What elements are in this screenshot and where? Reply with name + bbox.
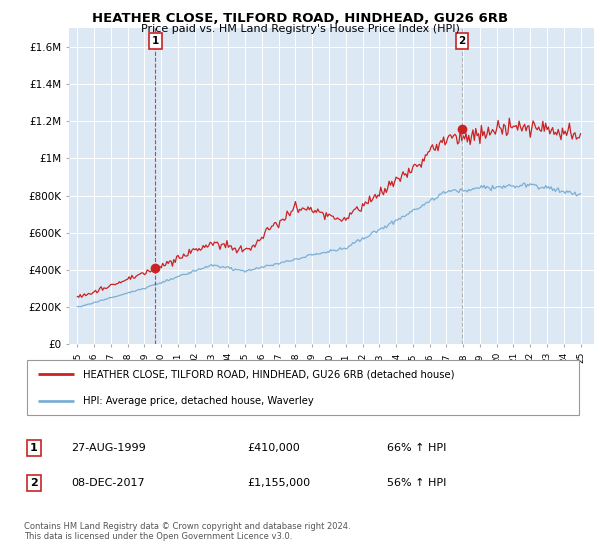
Text: 1: 1 — [152, 36, 159, 46]
Text: 56% ↑ HPI: 56% ↑ HPI — [387, 478, 446, 488]
Text: 08-DEC-2017: 08-DEC-2017 — [71, 478, 145, 488]
Text: HEATHER CLOSE, TILFORD ROAD, HINDHEAD, GU26 6RB (detached house): HEATHER CLOSE, TILFORD ROAD, HINDHEAD, G… — [83, 369, 454, 379]
FancyBboxPatch shape — [27, 360, 579, 416]
Text: £1,155,000: £1,155,000 — [247, 478, 310, 488]
Text: 27-AUG-1999: 27-AUG-1999 — [71, 443, 146, 453]
Text: 2: 2 — [458, 36, 466, 46]
Text: 2: 2 — [30, 478, 38, 488]
Text: £410,000: £410,000 — [247, 443, 300, 453]
Text: Contains HM Land Registry data © Crown copyright and database right 2024.
This d: Contains HM Land Registry data © Crown c… — [24, 522, 350, 542]
Text: HEATHER CLOSE, TILFORD ROAD, HINDHEAD, GU26 6RB: HEATHER CLOSE, TILFORD ROAD, HINDHEAD, G… — [92, 12, 508, 25]
Text: 66% ↑ HPI: 66% ↑ HPI — [387, 443, 446, 453]
Text: 1: 1 — [30, 443, 38, 453]
Text: HPI: Average price, detached house, Waverley: HPI: Average price, detached house, Wave… — [83, 396, 313, 407]
Text: Price paid vs. HM Land Registry's House Price Index (HPI): Price paid vs. HM Land Registry's House … — [140, 24, 460, 34]
